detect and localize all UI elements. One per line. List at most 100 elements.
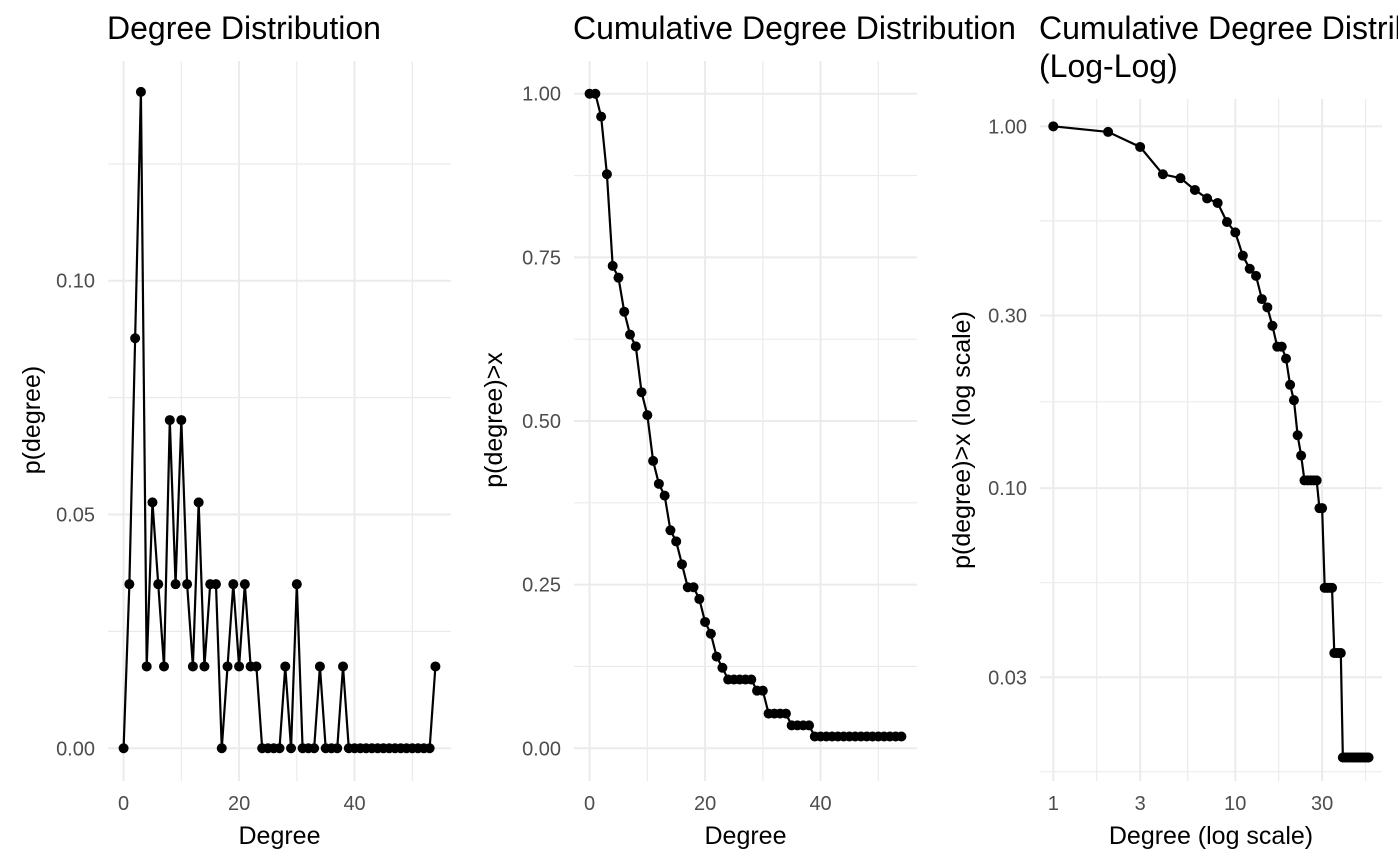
data-point (700, 616, 711, 627)
data-point (896, 731, 907, 742)
x-tick-label: 20 (694, 793, 716, 815)
data-point (636, 387, 647, 398)
data-point (1251, 270, 1262, 281)
data-point (216, 743, 227, 754)
data-point (118, 743, 129, 754)
data-point (286, 743, 297, 754)
data-point (147, 497, 158, 508)
y-tick-label: 0.03 (988, 667, 1027, 689)
data-point (1244, 263, 1255, 274)
x-axis-label-log-log: Degree (log scale) (1109, 822, 1313, 850)
data-point (676, 559, 687, 570)
data-point (1221, 216, 1232, 227)
data-point (1103, 126, 1114, 137)
x-tick-label: 0 (118, 793, 129, 815)
data-point (1317, 503, 1328, 514)
ticks-log-log: 1 3 10 30 0.03 0.10 0.30 1.00 (988, 116, 1333, 815)
data-point (1048, 121, 1059, 132)
data-point (1276, 341, 1287, 352)
panel-cumulative-degree-distribution: 0 20 40 0.00 0.25 0.50 0.75 1.00 Cumulative Deg… (480, 10, 1016, 850)
data-point (291, 579, 302, 590)
data-point (1189, 184, 1200, 195)
data-point (1230, 227, 1241, 238)
ticks-degree-distribution: 0 20 40 0.00 0.05 0.10 (56, 271, 366, 815)
data-point (274, 743, 285, 754)
data-point (1292, 430, 1303, 441)
y-tick-label: 0.00 (56, 738, 95, 760)
chart-title-cumulative-degree-distribution: Cumulative Degree Distribution (573, 10, 1016, 46)
data-point (1237, 250, 1248, 261)
data-point (1262, 302, 1273, 313)
data-point (164, 415, 175, 426)
y-tick-label: 0.50 (522, 411, 561, 433)
data-point (648, 455, 659, 466)
data-point (170, 579, 181, 590)
data-point (705, 628, 716, 639)
y-tick-label: 0.10 (988, 478, 1027, 500)
data-point (193, 497, 204, 508)
series-degree-distribution (118, 86, 441, 754)
x-axis-label-degree-distribution: Degree (239, 822, 321, 850)
y-tick-label: 1.00 (988, 116, 1027, 138)
data-point (1202, 193, 1213, 204)
title-line: Cumulative Degree Distribution (1039, 10, 1398, 46)
title-line: (Log-Log) (1039, 48, 1178, 84)
data-point (430, 661, 441, 672)
data-point (688, 582, 699, 593)
y-tick-label: 0.00 (522, 738, 561, 760)
series-cumulative-degree-distribution (584, 88, 907, 742)
data-point (717, 662, 728, 673)
chart-title-log-log: Cumulative Degree Distribution(Log-Log) (1039, 10, 1398, 84)
data-point (601, 169, 612, 180)
data-point (653, 478, 664, 489)
data-point (176, 415, 187, 426)
data-point (596, 111, 607, 122)
y-tick-label: 0.25 (522, 575, 561, 597)
data-point (234, 661, 245, 672)
data-point (780, 708, 791, 719)
ticks-cumulative-degree-distribution: 0 20 40 0.00 0.25 0.50 0.75 1.00 (522, 84, 832, 815)
data-point (314, 661, 325, 672)
data-point (187, 661, 198, 672)
data-point (1335, 648, 1346, 659)
data-point (1311, 475, 1322, 486)
panel-degree-distribution: 0 20 40 0.00 0.05 0.10 Degree Distribution De… (18, 10, 451, 850)
data-point (251, 661, 262, 672)
x-tick-label: 20 (228, 793, 250, 815)
data-point (135, 86, 146, 97)
data-point (1327, 582, 1338, 593)
data-point (630, 341, 641, 352)
y-tick-label: 0.05 (56, 505, 95, 527)
data-point (222, 661, 233, 672)
data-point (746, 674, 757, 685)
data-point (141, 661, 152, 672)
data-point (153, 579, 164, 590)
data-point (1285, 379, 1296, 390)
data-point (1175, 173, 1186, 184)
series-log-log (1048, 121, 1374, 763)
y-tick-label: 0.30 (988, 305, 1027, 327)
x-tick-label: 0 (584, 793, 595, 815)
data-point (590, 88, 601, 99)
data-point (182, 579, 193, 590)
data-point (228, 579, 239, 590)
data-point (199, 661, 210, 672)
y-axis-label-log-log: p(degree)>x (log scale) (948, 311, 976, 569)
x-tick-label: 30 (1311, 793, 1333, 815)
data-point (607, 260, 618, 271)
x-tick-label: 1 (1048, 793, 1059, 815)
x-tick-label: 40 (809, 793, 831, 815)
data-point (613, 272, 624, 283)
y-tick-label: 1.00 (522, 84, 561, 106)
data-point (711, 651, 722, 662)
data-point (424, 743, 435, 754)
x-tick-label: 40 (343, 793, 365, 815)
y-axis-label-degree-distribution: p(degree) (18, 366, 46, 474)
data-point (619, 306, 630, 317)
data-point (1363, 752, 1374, 763)
data-point (1135, 141, 1146, 152)
data-point (309, 743, 320, 754)
data-point (239, 579, 250, 590)
